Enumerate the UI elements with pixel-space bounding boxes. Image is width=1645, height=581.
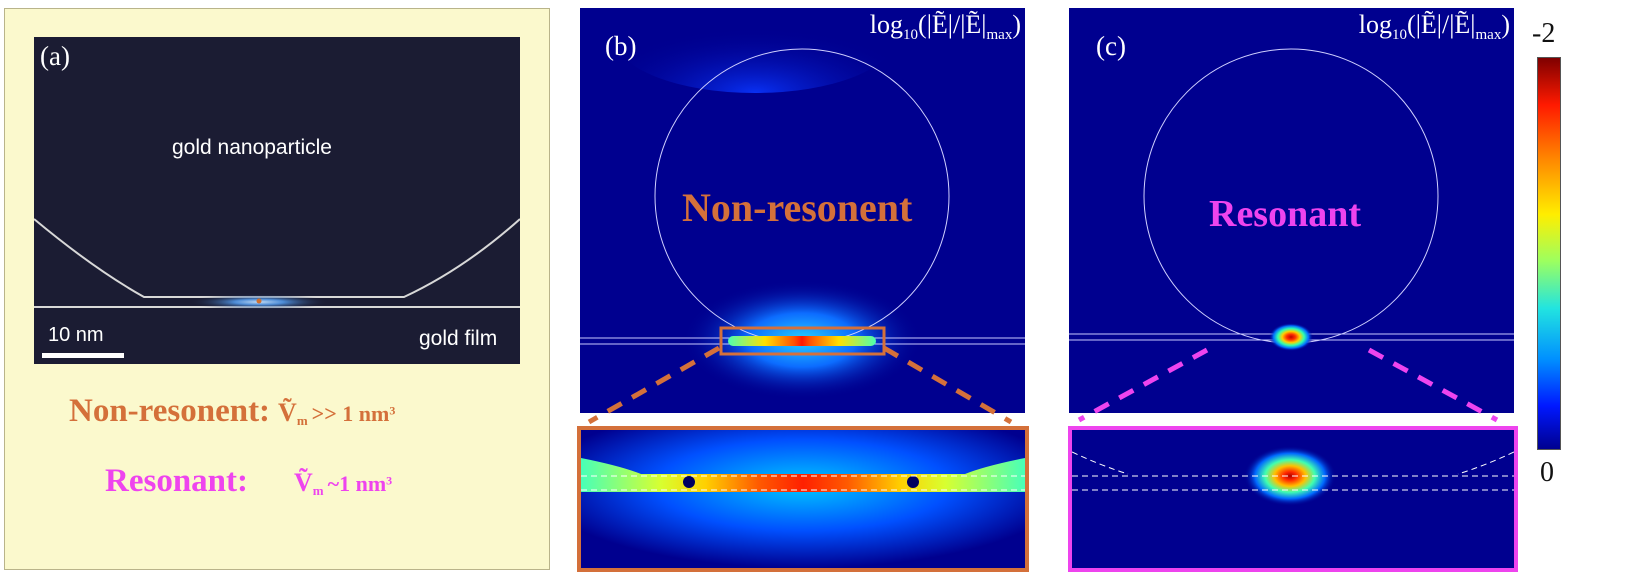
nanoparticle-schematic: (a) gold nanoparticle gold film 10 nm — [34, 37, 520, 364]
colorbar — [1537, 57, 1561, 450]
panel-c-zoom-connectors — [1077, 347, 1499, 423]
resonant-label: Resonant — [1209, 193, 1362, 235]
zoom-hotspot — [1244, 446, 1336, 506]
panel-c-zoom-view — [1068, 426, 1518, 572]
panel-c-field-map: (c) log10(|Ẽ|/|Ẽ|max) Resonant — [1069, 8, 1514, 413]
colorbar-top-label: -2 — [1532, 18, 1556, 49]
panel-a-letter: (a) — [40, 41, 70, 71]
panel-b-zoom-view — [577, 426, 1029, 572]
film-label: gold film — [419, 327, 498, 350]
panel-c-colorscale-title: log10(|Ẽ|/|Ẽ|max) — [1358, 10, 1510, 44]
particle-label: gold nanoparticle — [172, 136, 332, 159]
scale-bar-label: 10 nm — [48, 324, 104, 346]
panel-b-zoom-connectors — [587, 345, 1013, 425]
gap-hotspot — [728, 336, 876, 346]
panel-c-letter: (c) — [1096, 31, 1126, 61]
gap-hotspot — [1269, 323, 1313, 351]
panel-a: (a) gold nanoparticle gold film 10 nm No… — [4, 8, 550, 570]
formula-resonant: Resonant: Ṽm ~1 nm3 — [105, 463, 393, 499]
panel-b-colorscale-title: log10(|Ẽ|/|Ẽ|max) — [869, 10, 1021, 44]
scale-bar — [42, 353, 124, 358]
formula-nonresonant: Non-resonent: Ṽm >> 1 nm3 — [69, 393, 396, 429]
nonresonant-label: Non-resonent — [682, 185, 913, 230]
particle-outline — [34, 218, 520, 298]
panel-b-letter: (b) — [605, 31, 637, 61]
panel-b-field-map: (b) log10(|Ẽ|/|Ẽ|max) Non-resonent — [580, 8, 1025, 413]
zoom-region-box — [719, 326, 886, 356]
colorbar-bottom-label: 0 — [1540, 457, 1554, 488]
